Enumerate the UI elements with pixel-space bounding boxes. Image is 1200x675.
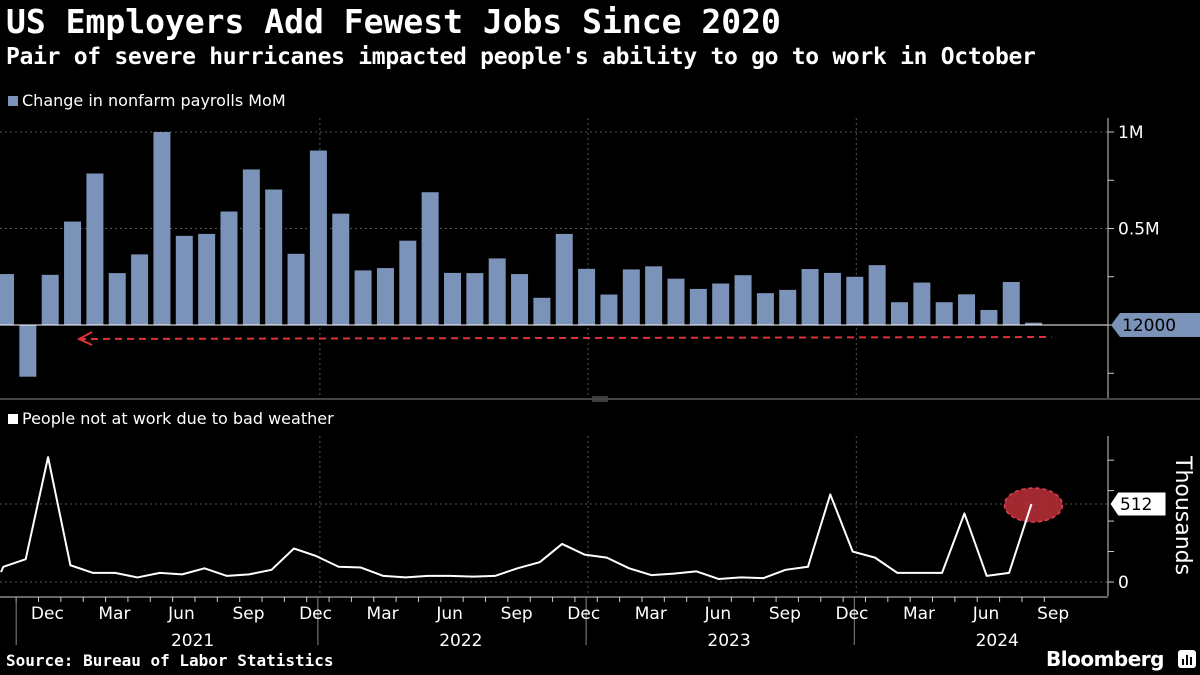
x-month-label: Sep bbox=[232, 604, 264, 624]
payroll-bar bbox=[399, 240, 417, 325]
payroll-bar bbox=[846, 276, 864, 325]
weather-axis-title: Thousands bbox=[1170, 455, 1195, 575]
payroll-bar bbox=[64, 221, 82, 325]
payroll-bar bbox=[153, 132, 171, 325]
payroll-bar bbox=[466, 273, 484, 325]
weather-legend: People not at work due to bad weather bbox=[8, 409, 334, 428]
x-month-label: Jun bbox=[972, 604, 1000, 624]
x-month-label: Mar bbox=[635, 604, 667, 624]
payroll-bar bbox=[242, 169, 260, 325]
payroll-bar bbox=[41, 274, 59, 325]
payroll-bar bbox=[555, 233, 573, 325]
weather-tick-label: 0 bbox=[1118, 573, 1129, 593]
payroll-bar bbox=[779, 289, 797, 325]
payroll-bar bbox=[891, 302, 908, 325]
chart-subtitle: Pair of severe hurricanes impacted peopl… bbox=[6, 44, 1036, 70]
payroll-bar bbox=[86, 173, 104, 325]
payroll-bar bbox=[622, 269, 640, 325]
x-month-label: Jun bbox=[435, 604, 463, 624]
x-month-label: Dec bbox=[299, 604, 332, 624]
payrolls-tick-label: 0.5M bbox=[1118, 220, 1160, 240]
x-month-label: Jun bbox=[167, 604, 195, 624]
weather-series-line bbox=[0, 456, 1033, 580]
payroll-bar bbox=[801, 269, 819, 325]
x-month-label: Dec bbox=[835, 604, 868, 624]
annotation-arrow-head bbox=[76, 331, 93, 346]
payroll-bar bbox=[175, 235, 193, 325]
annotation-arrow-line bbox=[78, 336, 1052, 340]
x-year-label: 2022 bbox=[439, 631, 482, 651]
bloomberg-logo: Bloomberg bbox=[1046, 647, 1164, 671]
payroll-bar bbox=[511, 274, 529, 325]
payroll-bar bbox=[823, 272, 841, 325]
x-month-label: Mar bbox=[98, 604, 130, 624]
payrolls-last-value-label: 12000 bbox=[1122, 316, 1176, 336]
payroll-bar bbox=[19, 325, 37, 377]
payroll-bar bbox=[645, 266, 663, 325]
bloomberg-chart-icon bbox=[1178, 650, 1196, 668]
x-month-label: Sep bbox=[769, 604, 801, 624]
x-month-label: Dec bbox=[31, 604, 64, 624]
weather-legend-label: People not at work due to bad weather bbox=[22, 409, 334, 428]
payrolls-last-value-tag bbox=[1111, 313, 1200, 337]
payroll-bar bbox=[712, 283, 730, 325]
payroll-bar bbox=[421, 192, 439, 325]
weather-last-value-tag bbox=[1109, 491, 1167, 517]
weather-legend-swatch bbox=[8, 413, 18, 424]
payroll-bar bbox=[868, 265, 886, 325]
payroll-bar bbox=[913, 282, 931, 325]
payroll-bar bbox=[1002, 281, 1020, 325]
x-year-label: 2021 bbox=[171, 631, 214, 651]
payroll-bar bbox=[980, 309, 998, 325]
x-month-label: Jun bbox=[704, 604, 732, 624]
payroll-bar bbox=[578, 268, 596, 325]
payroll-bar bbox=[265, 189, 283, 325]
source-note: Source: Bureau of Labor Statistics bbox=[6, 651, 334, 670]
payroll-bar bbox=[332, 213, 350, 325]
payroll-bar bbox=[108, 273, 126, 325]
payrolls-tick-label: 1M bbox=[1118, 123, 1143, 143]
payroll-bar bbox=[667, 278, 685, 325]
x-month-label: Sep bbox=[1037, 604, 1069, 624]
payroll-bar bbox=[131, 254, 149, 325]
weather-last-value-label: 512 bbox=[1120, 495, 1152, 515]
payroll-bar bbox=[1025, 322, 1043, 325]
payroll-bar bbox=[220, 211, 238, 325]
x-month-label: Dec bbox=[567, 604, 600, 624]
payroll-bar bbox=[958, 294, 976, 325]
x-month-label: Mar bbox=[903, 604, 935, 624]
payroll-bar bbox=[376, 268, 394, 325]
payroll-bar bbox=[935, 302, 953, 325]
x-year-label: 2024 bbox=[976, 631, 1019, 651]
payroll-bar bbox=[756, 293, 774, 325]
payroll-bar bbox=[287, 253, 305, 325]
payroll-bar bbox=[533, 297, 551, 325]
payroll-bar bbox=[734, 275, 752, 325]
payroll-bar bbox=[198, 233, 216, 325]
chart-title: US Employers Add Fewest Jobs Since 2020 bbox=[6, 2, 781, 41]
payroll-bar bbox=[689, 288, 707, 325]
x-year-label: 2023 bbox=[707, 631, 750, 651]
x-month-label: Mar bbox=[367, 604, 399, 624]
payroll-bar bbox=[354, 270, 372, 325]
payrolls-legend: Change in nonfarm payrolls MoM bbox=[8, 91, 286, 110]
x-month-label: Sep bbox=[501, 604, 533, 624]
payroll-bar bbox=[600, 294, 618, 325]
payroll-bar bbox=[0, 274, 14, 325]
payroll-bar bbox=[444, 272, 461, 325]
highlight-circle bbox=[1003, 487, 1064, 523]
payrolls-legend-label: Change in nonfarm payrolls MoM bbox=[22, 91, 286, 110]
payroll-bar bbox=[309, 150, 327, 325]
payroll-bar bbox=[488, 258, 506, 325]
payrolls-legend-swatch bbox=[8, 95, 18, 106]
